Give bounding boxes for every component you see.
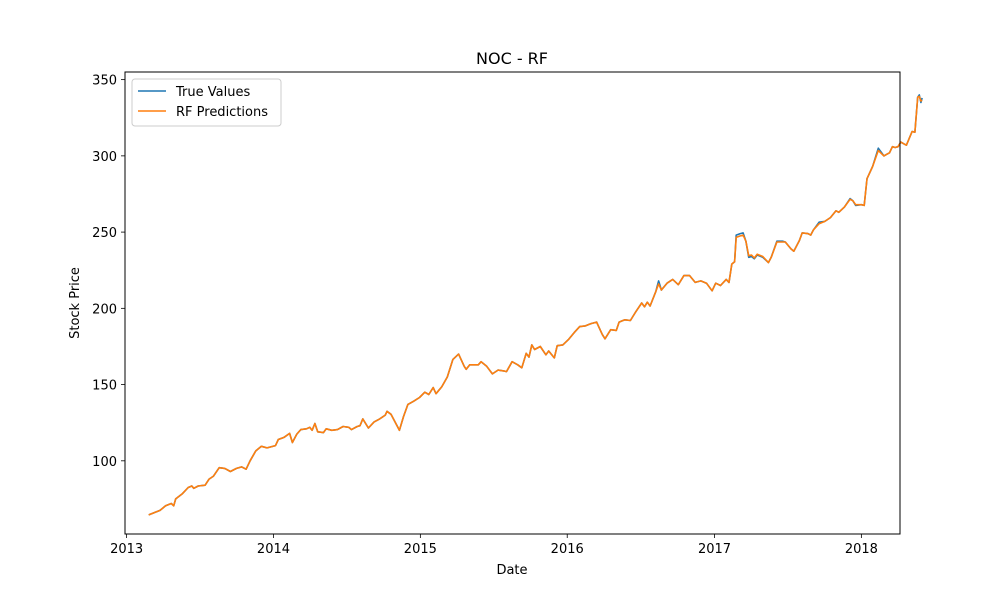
- legend: True Values RF Predictions: [131, 78, 282, 127]
- chart-title: NOC - RF: [476, 49, 548, 68]
- legend-label-rf-predictions: RF Predictions: [176, 105, 268, 120]
- plot-area-frame: [124, 71, 901, 535]
- series-line-rf-predictions: [148, 95, 923, 516]
- x-tick-label: 2018: [845, 542, 878, 557]
- y-axis-ticks: 100 150 200 250 300 350: [92, 74, 125, 470]
- legend-label-true-values: True Values: [175, 85, 250, 100]
- y-tick-label: 250: [92, 226, 117, 241]
- y-tick-label: 150: [92, 379, 117, 394]
- y-tick-label: 300: [92, 150, 117, 165]
- y-tick-label: 100: [92, 455, 117, 470]
- y-tick-label: 200: [92, 302, 117, 317]
- x-tick-label: 2013: [110, 542, 143, 557]
- y-axis-label: Stock Price: [68, 267, 83, 339]
- series-layer: [148, 94, 923, 516]
- x-tick-label: 2014: [257, 542, 290, 557]
- legend-box: [131, 78, 282, 127]
- x-tick-label: 2015: [404, 542, 437, 557]
- x-axis-ticks: 2013 2014 2015 2016 2017 2018: [110, 534, 878, 557]
- x-tick-label: 2017: [698, 542, 731, 557]
- y-tick-label: 350: [92, 74, 117, 89]
- x-tick-label: 2016: [551, 542, 584, 557]
- x-axis-label: Date: [496, 563, 527, 578]
